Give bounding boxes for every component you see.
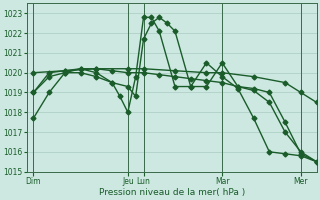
X-axis label: Pression niveau de la mer( hPa ): Pression niveau de la mer( hPa ) <box>99 188 245 197</box>
